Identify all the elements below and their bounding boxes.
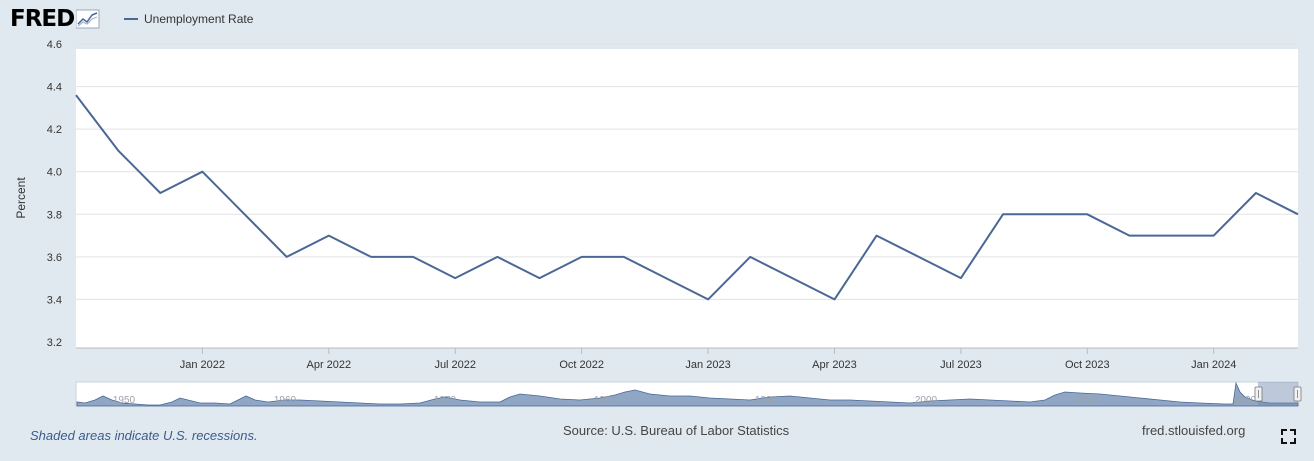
chart-legend[interactable]: Unemployment Rate <box>124 12 253 26</box>
plot-background <box>76 49 1298 348</box>
x-tick-label: Jul 2023 <box>940 359 982 371</box>
navigator-area <box>76 381 1299 407</box>
x-tick-label: Apr 2023 <box>812 359 857 371</box>
y-tick-label: 3.8 <box>47 209 62 221</box>
navigator[interactable]: 1950 1960 1970 1980 1990 2000 2010 2020 <box>75 381 1302 407</box>
navigator-label: 2020 <box>1234 395 1257 406</box>
navigator-label: 2010 <box>1076 395 1099 406</box>
gridlines <box>76 43 1298 300</box>
x-tick-label: Jan 2022 <box>180 359 225 371</box>
y-tick-label: 3.6 <box>47 252 62 264</box>
navigator-selection[interactable] <box>1258 382 1298 406</box>
site-link[interactable]: fred.stlouisfed.org <box>1142 423 1246 438</box>
legend-label: Unemployment Rate <box>144 12 254 26</box>
x-axis: Jan 2022 Apr 2022 Jul 2022 Oct 2022 Jan 2023… <box>76 347 1298 371</box>
x-tick-label: Oct 2023 <box>1065 359 1110 371</box>
y-tick-label: 4.4 <box>47 82 62 94</box>
recession-note: Shaded areas indicate U.S. recessions. <box>30 428 258 443</box>
y-tick-label: 4.6 <box>47 39 62 51</box>
y-tick-label: 4.2 <box>47 124 62 136</box>
x-tick-label: Oct 2022 <box>559 359 604 371</box>
navigator-labels: 1950 1960 1970 1980 1990 2000 2010 2020 <box>113 395 1257 406</box>
navigator-label: 1990 <box>755 395 778 406</box>
fullscreen-icon[interactable] <box>1281 429 1296 444</box>
y-axis-label: Percent <box>14 177 28 219</box>
navigator-label: 2000 <box>915 395 938 406</box>
x-tick-label: Apr 2022 <box>306 359 351 371</box>
series-line-unemployment-rate[interactable] <box>75 94 1299 301</box>
navigator-label: 1950 <box>113 395 136 406</box>
navigator-label: 1960 <box>274 395 297 406</box>
legend-swatch <box>124 18 138 20</box>
fred-logo[interactable]: FRED <box>10 6 100 32</box>
y-tick-label: 3.2 <box>47 337 62 349</box>
x-tick-label: Jul 2022 <box>434 359 476 371</box>
logo-text: FRED <box>10 6 75 32</box>
logo-graph-icon <box>76 9 100 29</box>
y-tick-label: 3.4 <box>47 294 62 306</box>
source-text: Source: U.S. Bureau of Labor Statistics <box>563 423 790 438</box>
x-tick-label: Jan 2024 <box>1191 359 1236 371</box>
y-axis: 3.2 3.4 3.6 3.8 4.0 4.2 4.4 4.6 <box>47 39 62 349</box>
x-tick-label: Jan 2023 <box>685 359 730 371</box>
y-tick-label: 4.0 <box>47 167 62 179</box>
navigator-label: 1980 <box>594 395 617 406</box>
navigator-label: 1970 <box>434 395 457 406</box>
series-group <box>75 94 1299 301</box>
